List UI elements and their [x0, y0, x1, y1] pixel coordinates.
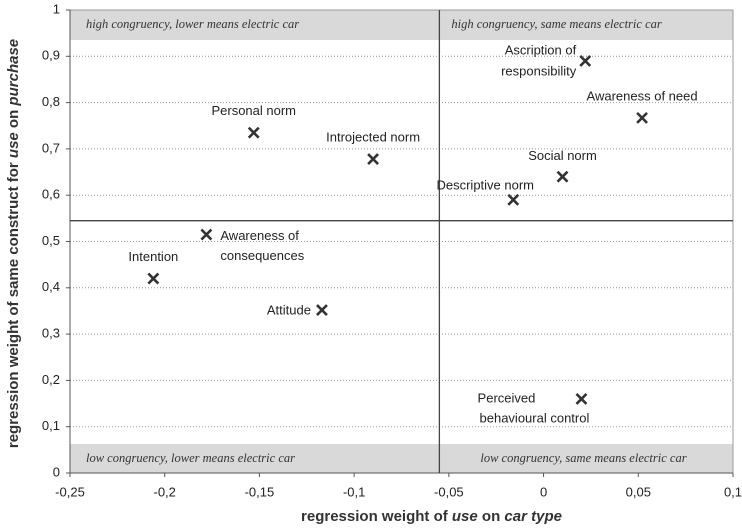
band: [70, 444, 733, 473]
x-tick-label: -0,25: [55, 484, 85, 499]
point: [556, 170, 569, 183]
y-tick-label: 0,6: [42, 187, 60, 202]
point: [147, 272, 160, 285]
x-axis-label-part: regression weight of: [301, 508, 452, 525]
x-axis-label: regression weight of use on car type: [301, 508, 562, 525]
point-marker: [367, 153, 380, 166]
y-tick-label: 1: [53, 1, 60, 16]
point: [507, 193, 520, 206]
y-axis-label-part: on: [5, 106, 22, 133]
point-label: Awareness of need: [587, 88, 698, 103]
y-tick-label: 0,8: [42, 94, 60, 109]
y-tick-label: 0,7: [42, 140, 60, 155]
y-tick-label: 0,2: [42, 372, 60, 387]
point-label: behavioural control: [480, 410, 590, 425]
x-axis-label-part: use: [452, 508, 478, 525]
point-marker: [200, 228, 213, 241]
point-label: Intention: [128, 249, 178, 264]
quadrant-label: low congruency, same means electric car: [480, 451, 686, 465]
point-label: Awareness of: [220, 228, 299, 243]
y-tick-label: 0,1: [42, 418, 60, 433]
point-label: Perceived: [478, 390, 536, 405]
y-axis-label-part: use: [5, 132, 22, 158]
point-label: Social norm: [528, 148, 597, 163]
point-label: Ascription of: [505, 42, 577, 57]
y-tick-label: 0,4: [42, 279, 60, 294]
point-label: Descriptive norm: [436, 177, 534, 192]
point-marker: [579, 55, 592, 67]
point: [579, 55, 592, 67]
y-axis-label-part: purchase: [5, 39, 22, 107]
point-marker: [316, 304, 328, 316]
y-tick-label: 0: [53, 464, 60, 479]
x-tick-label: -0,05: [434, 484, 464, 499]
y-axis-label-part: regression weight of same construct for: [5, 158, 22, 448]
point-label: Attitude: [267, 302, 311, 317]
point-marker: [575, 393, 588, 405]
point-marker: [636, 111, 648, 124]
y-axis-label: regression weight of same construct for …: [5, 39, 22, 448]
point-marker: [147, 272, 160, 285]
point-marker: [507, 193, 520, 206]
point-label: Personal norm: [211, 103, 296, 118]
x-tick-label: 0,05: [626, 484, 651, 499]
x-tick-label: -0,2: [154, 484, 176, 499]
point-label: consequences: [220, 248, 304, 263]
point: [367, 153, 380, 166]
x-tick-label: -0,15: [245, 484, 275, 499]
x-axis-label-part: car type: [504, 508, 562, 525]
point-marker: [556, 170, 569, 183]
point-label: Introjected norm: [326, 130, 420, 145]
y-tick-label: 0,5: [42, 233, 60, 248]
y-tick-label: 0,9: [42, 48, 60, 63]
point: [247, 126, 260, 139]
quadrant-label: high congruency, same means electric car: [451, 17, 661, 31]
x-tick-label: 0: [540, 484, 547, 499]
point: [200, 228, 213, 241]
x-axis-label-part: on: [478, 508, 505, 525]
y-tick-label: 0,3: [42, 326, 60, 341]
point-label: responsibility: [501, 63, 577, 78]
point: [316, 304, 328, 316]
quadrant-label: high congruency, lower means electric ca…: [86, 17, 299, 31]
band: [70, 10, 733, 40]
x-tick-label: 0,1: [724, 484, 742, 499]
quadrant-label: low congruency, lower means electric car: [86, 451, 295, 465]
x-tick-label: -0,1: [343, 484, 365, 499]
point-marker: [247, 126, 260, 139]
point: [636, 111, 648, 124]
point: [575, 393, 588, 405]
